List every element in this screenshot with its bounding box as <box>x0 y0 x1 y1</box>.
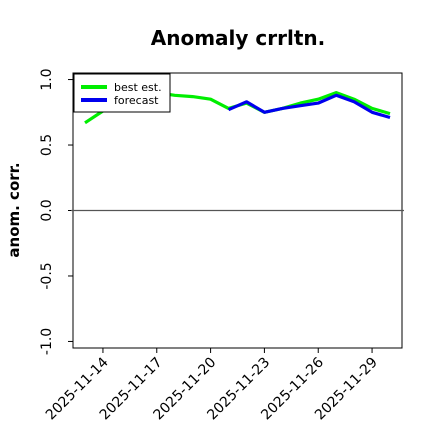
legend: best est. forecast <box>73 73 171 113</box>
chart-title: Anomaly crrltn. <box>151 26 325 50</box>
legend-label-forecast: forecast <box>114 94 159 107</box>
y-tick-label: 1.0 <box>39 68 55 90</box>
y-axis: -1.0 -0.5 0.0 0.5 1.0 <box>39 68 73 355</box>
y-tick-label: 0.0 <box>39 199 55 221</box>
y-tick-label: -1.0 <box>39 328 55 355</box>
x-axis: 2025-11-142025-11-172025-11-202025-11-23… <box>43 348 381 423</box>
legend-box <box>73 73 171 113</box>
y-tick-label: -0.5 <box>39 262 55 289</box>
y-tick-label: 0.5 <box>39 134 55 156</box>
legend-label-best-est: best est. <box>114 81 162 94</box>
y-axis-label: anom. corr. <box>5 162 23 257</box>
series-line-forecast <box>227 93 391 120</box>
